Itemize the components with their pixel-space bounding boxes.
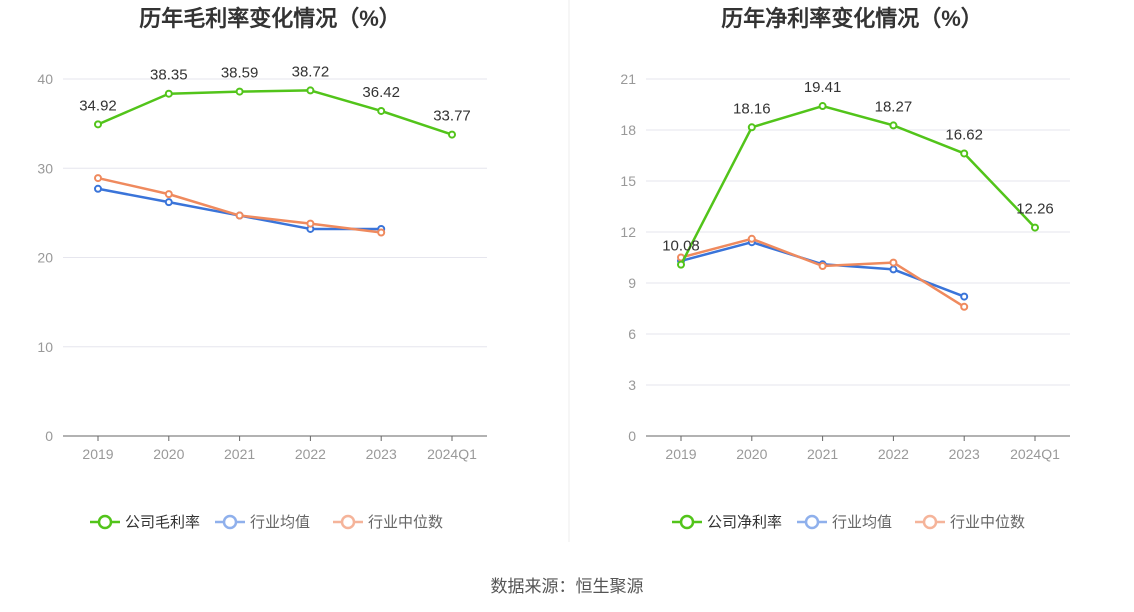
data-point-company: [677, 260, 685, 269]
y-tick-label: 9: [628, 275, 636, 291]
legend-marker-median: [922, 514, 938, 530]
data-point-median: [94, 174, 102, 183]
legend-label-company: 公司毛利率: [125, 514, 200, 531]
x-tick-label: 2024Q1: [1010, 446, 1060, 462]
y-tick-label: 0: [45, 428, 53, 444]
data-point-company: [747, 123, 756, 132]
data-label: 12.26: [1016, 201, 1054, 218]
legend-label-median: 行业中位数: [950, 514, 1025, 531]
y-tick-label: 20: [37, 250, 53, 266]
data-point-company: [889, 121, 898, 130]
data-point-avg: [889, 265, 898, 274]
data-point-company: [960, 149, 969, 158]
data-point-median: [164, 190, 173, 199]
legend-marker-avg: [222, 514, 238, 530]
data-label: 38.72: [292, 63, 330, 80]
y-tick-label: 30: [37, 160, 53, 176]
data-label: 16.62: [945, 126, 983, 143]
legend-marker-company: [679, 514, 695, 530]
legend-label-avg: 行业均值: [832, 514, 892, 531]
x-tick-label: 2021: [224, 446, 255, 462]
data-point-median: [377, 228, 386, 237]
data-label: 34.92: [79, 97, 117, 114]
x-tick-label: 2022: [878, 446, 909, 462]
data-point-avg: [164, 198, 173, 207]
y-tick-label: 15: [620, 173, 636, 189]
data-point-median: [306, 219, 315, 228]
series-line-company: [97, 89, 453, 136]
x-tick-label: 2021: [807, 446, 838, 462]
x-tick-label: 2022: [295, 446, 326, 462]
data-point-company: [235, 87, 244, 96]
data-point-company: [94, 120, 102, 129]
x-tick-label: 2020: [736, 446, 767, 462]
x-tick-label: 2023: [366, 446, 397, 462]
series-line-avg: [97, 187, 382, 231]
data-label: 10.08: [662, 238, 700, 255]
x-tick-label: 2019: [665, 446, 696, 462]
data-point-company: [818, 102, 827, 111]
data-point-median: [960, 302, 969, 311]
data-point-median: [889, 258, 898, 267]
data-label: 18.16: [733, 100, 771, 117]
y-tick-label: 10: [37, 339, 53, 355]
y-tick-label: 40: [37, 71, 53, 87]
y-tick-label: 18: [620, 122, 636, 138]
series-line-company: [679, 104, 1036, 266]
data-label: 36.42: [362, 84, 400, 101]
data-point-median: [747, 234, 756, 243]
data-label: 33.77: [433, 108, 471, 125]
data-label: 38.35: [150, 67, 188, 84]
data-point-company: [306, 86, 315, 95]
y-tick-label: 6: [628, 326, 636, 342]
x-tick-label: 2019: [82, 446, 113, 462]
data-point-company: [377, 106, 386, 115]
chart-title: 历年净利率变化情况（%）: [721, 6, 983, 31]
series-line-median: [97, 176, 382, 234]
legend-label-avg: 行业均值: [250, 514, 310, 531]
legend-marker-company: [97, 514, 113, 530]
data-point-avg: [960, 292, 969, 301]
data-point-avg: [94, 184, 102, 193]
legend-label-median: 行业中位数: [368, 514, 443, 531]
data-point-company: [164, 89, 173, 98]
y-tick-label: 12: [620, 224, 636, 240]
y-tick-label: 0: [628, 428, 636, 444]
legend-marker-median: [340, 514, 356, 530]
data-point-median: [818, 262, 827, 270]
data-point-median: [235, 211, 244, 220]
y-tick-label: 21: [620, 71, 636, 87]
data-label: 38.59: [221, 65, 259, 82]
legend-label-company: 公司净利率: [707, 514, 782, 531]
source-label: 数据来源：恒生聚源: [491, 577, 644, 596]
data-label: 18.27: [875, 98, 913, 115]
x-tick-label: 2024Q1: [427, 446, 477, 462]
data-label: 19.41: [804, 79, 842, 96]
y-tick-label: 3: [628, 377, 636, 393]
chart-title: 历年毛利率变化情况（%）: [139, 6, 401, 31]
legend-marker-avg: [804, 514, 820, 530]
data-point-company: [448, 130, 456, 139]
x-tick-label: 2023: [949, 446, 980, 462]
x-tick-label: 2020: [153, 446, 184, 462]
data-point-company: [1031, 223, 1039, 232]
